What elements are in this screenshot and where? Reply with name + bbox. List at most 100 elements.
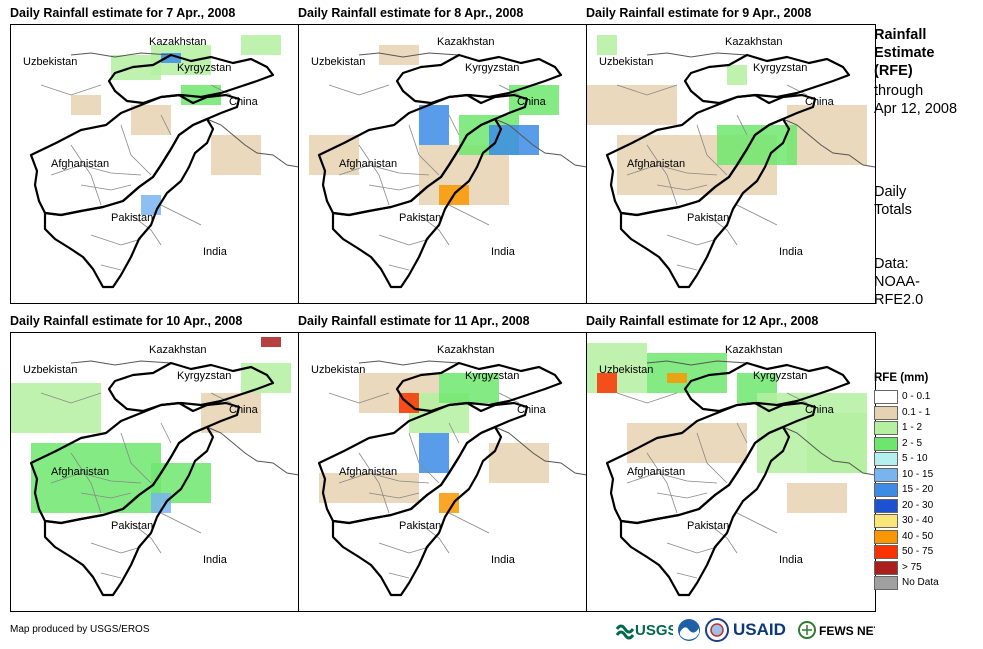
province-boundary bbox=[388, 264, 410, 271]
province-boundary bbox=[378, 542, 430, 554]
country-label-china: China bbox=[805, 96, 835, 108]
legend-swatch bbox=[874, 405, 898, 420]
legend-label: 30 - 40 bbox=[902, 515, 934, 526]
province-boundary bbox=[160, 512, 202, 534]
legend-label: 15 - 20 bbox=[902, 484, 934, 495]
panel-title: Daily Rainfall estimate for 8 Apr., 2008 bbox=[298, 6, 524, 20]
legend-label: 0 - 0.1 bbox=[902, 391, 931, 402]
province-boundary bbox=[358, 144, 390, 206]
legend-label: No Data bbox=[902, 577, 939, 588]
map-panel-12apr: Daily Rainfall estimate for 12 Apr., 200… bbox=[586, 314, 876, 616]
legend-swatch bbox=[874, 421, 898, 435]
province-boundary bbox=[786, 392, 808, 404]
legend-label: 2 - 5 bbox=[902, 437, 923, 449]
country-label-kyrgyzstan: Kyrgyzstan bbox=[753, 370, 807, 382]
rainfall-map: Kazakhstan Uzbekistan Kyrgyzstan China Afgha… bbox=[298, 24, 588, 304]
country-label-kyrgyzstan: Kyrgyzstan bbox=[753, 62, 807, 74]
province-boundary bbox=[736, 114, 748, 136]
usgs-logo-text: USGS bbox=[635, 622, 673, 639]
country-label-india: India bbox=[779, 554, 804, 566]
rainfall-layer bbox=[71, 35, 281, 215]
province-boundary bbox=[160, 422, 172, 444]
country-label-china: China bbox=[517, 96, 547, 108]
sidebar-data-1: Data: bbox=[874, 256, 909, 272]
country-label-uzbekistan: Uzbekistan bbox=[23, 364, 77, 376]
region-outline bbox=[331, 425, 503, 597]
legend-swatch bbox=[874, 576, 898, 590]
rain-patch bbox=[439, 493, 459, 513]
logo-strip: USGS USAID FEWS NET bbox=[615, 617, 882, 643]
country-label-pakistan: Pakistan bbox=[111, 212, 153, 224]
country-label-china: China bbox=[229, 404, 259, 416]
province-boundary bbox=[338, 472, 430, 484]
province-boundary bbox=[120, 432, 152, 484]
province-boundary bbox=[418, 214, 450, 246]
region-outline bbox=[43, 425, 215, 597]
usaid-logo: USAID bbox=[733, 617, 793, 643]
country-boundary bbox=[494, 118, 587, 168]
country-label-kazakhstan: Kazakhstan bbox=[725, 36, 782, 48]
legend-swatch bbox=[874, 529, 898, 544]
country-label-kyrgyzstan: Kyrgyzstan bbox=[177, 370, 231, 382]
map-svg: Kazakhstan Uzbekistan Kyrgyzstan China Afgha… bbox=[299, 333, 587, 611]
region-outline bbox=[395, 361, 563, 413]
province-boundary bbox=[90, 234, 142, 246]
province-boundary bbox=[736, 204, 778, 226]
country-label-china: China bbox=[229, 96, 259, 108]
sidebar-totals-2: Totals bbox=[874, 202, 912, 218]
province-boundary bbox=[448, 422, 460, 444]
country-boundary bbox=[206, 118, 299, 168]
province-boundary bbox=[160, 204, 202, 226]
country-boundary bbox=[70, 52, 172, 58]
panel-title: Daily Rainfall estimate for 12 Apr., 200… bbox=[586, 314, 819, 328]
province-boundary bbox=[90, 542, 142, 554]
rain-patch bbox=[71, 95, 101, 115]
legend-swatch bbox=[874, 560, 898, 575]
rain-patch bbox=[419, 433, 449, 473]
province-boundary bbox=[358, 452, 390, 514]
region-outline bbox=[395, 53, 563, 105]
province-boundary bbox=[666, 542, 718, 554]
rainfall-map: Kazakhstan Uzbekistan Kyrgyzstan China Afgha… bbox=[586, 24, 876, 304]
rainfall-layer bbox=[587, 343, 867, 513]
legend-label: 5 - 10 bbox=[902, 453, 928, 464]
province-boundary bbox=[210, 84, 232, 96]
sidebar-through: through bbox=[874, 83, 924, 99]
sidebar-title-2: Estimate bbox=[874, 45, 935, 61]
noaa-logo bbox=[677, 617, 701, 643]
province-boundary bbox=[130, 214, 162, 246]
province-boundary bbox=[646, 144, 678, 206]
province-boundary bbox=[378, 234, 430, 246]
country-boundary bbox=[206, 426, 299, 476]
legend-swatch bbox=[874, 390, 898, 404]
rainfall-layer bbox=[587, 35, 867, 195]
map-panel-8apr: Daily Rainfall estimate for 8 Apr., 2008… bbox=[298, 6, 588, 308]
province-boundary bbox=[448, 512, 490, 534]
province-boundary bbox=[408, 124, 440, 176]
legend-label: 1 - 2 bbox=[902, 422, 923, 433]
rain-patch bbox=[241, 35, 281, 55]
province-boundary bbox=[100, 264, 122, 271]
country-boundary bbox=[646, 52, 748, 58]
fewsnet-logo: FEWS NET bbox=[797, 617, 882, 643]
province-boundary bbox=[706, 522, 738, 554]
country-label-india: India bbox=[203, 554, 228, 566]
panel-title: Daily Rainfall estimate for 11 Apr., 200… bbox=[298, 314, 530, 328]
country-label-kazakhstan: Kazakhstan bbox=[149, 344, 206, 356]
country-label-uzbekistan: Uzbekistan bbox=[599, 56, 653, 68]
rain-patch bbox=[181, 85, 221, 105]
country-label-uzbekistan: Uzbekistan bbox=[311, 56, 365, 68]
rainfall-layer bbox=[11, 337, 291, 513]
province-boundary bbox=[666, 234, 718, 246]
country-label-afghanistan: Afghanistan bbox=[51, 466, 109, 478]
province-boundary bbox=[696, 124, 728, 176]
rain-patch bbox=[31, 443, 161, 513]
rain-patch bbox=[379, 45, 419, 65]
region-outline bbox=[683, 53, 851, 105]
province-boundary bbox=[50, 472, 142, 484]
country-label-uzbekistan: Uzbekistan bbox=[599, 364, 653, 376]
province-boundary bbox=[120, 124, 152, 176]
region-outline bbox=[683, 361, 851, 413]
legend-label: 40 - 50 bbox=[902, 530, 934, 542]
country-label-china: China bbox=[805, 404, 835, 416]
